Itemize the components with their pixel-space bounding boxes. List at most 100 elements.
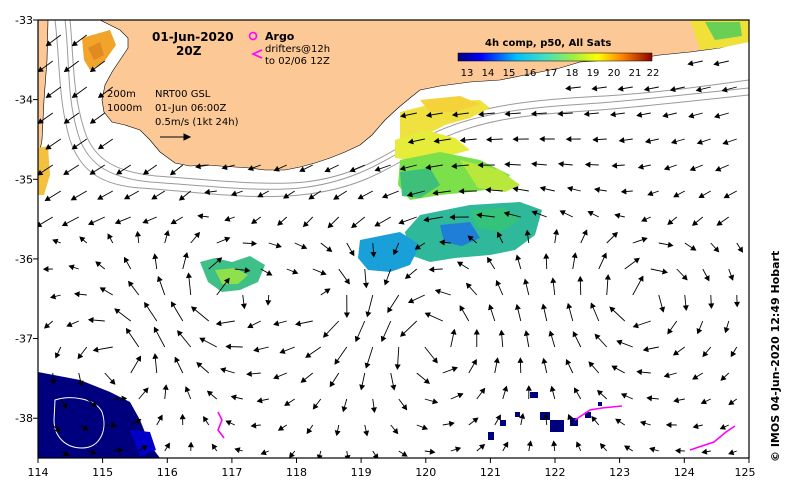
current-arrowhead [541,303,548,310]
current-arrowhead [390,384,397,391]
current-arrowhead [702,350,709,358]
current-arrowhead [541,357,548,364]
current-arrowhead [611,231,618,238]
current-arrowhead [459,137,466,144]
current-arrowhead [663,372,670,379]
y-tick-38: -38 [15,412,33,425]
current-arrowhead [512,136,519,143]
current-arrowhead [502,385,509,392]
current-arrowhead [326,246,333,252]
current-arrowhead [90,449,97,456]
current-arrowhead [324,166,331,173]
current-arrowhead [696,328,703,335]
current-arrowhead [669,86,676,93]
current-arrowhead [549,385,556,392]
x-tick-122: 122 [545,466,566,479]
current-arrowhead [327,222,334,229]
current-arrowhead [567,413,574,421]
current-arrowhead [247,165,254,171]
current-arrowhead [539,185,546,192]
current-arrowhead [456,261,464,268]
current-arrowhead [182,252,189,259]
current-arrowhead [615,418,622,425]
current-arrowhead [515,254,522,261]
current-arrowhead [473,329,480,335]
current-vector-field [38,34,744,458]
current-arrowhead [423,378,430,384]
current-arrowhead [114,218,122,225]
current-arrowhead [428,266,435,273]
x-tick-125: 125 [735,466,756,479]
current-arrowhead [620,393,628,399]
argo-label: Argo [265,30,295,43]
current-arrowhead [299,166,306,172]
current-arrowhead [99,287,106,293]
current-arrowhead [618,137,625,144]
current-arrowhead [63,450,70,457]
current-arrowhead [565,136,572,143]
current-arrowhead [485,186,492,194]
current-arrowhead [97,143,105,150]
current-arrowhead [642,346,649,353]
x-tick-119: 119 [351,466,372,479]
sst-contour-line [53,397,105,449]
current-arrowhead [526,440,533,447]
current-arrowhead [197,213,204,220]
current-arrowhead [95,261,102,268]
current-arrowhead [52,238,59,245]
current-arrowhead [247,322,254,329]
current-arrowhead [295,320,302,327]
current-arrowhead [223,277,230,284]
current-arrowhead [643,85,650,92]
current-arrowhead [592,136,599,143]
current-arrowhead [374,166,381,172]
current-arrowhead [636,111,643,118]
current-arrowhead [687,60,694,67]
current-arrowhead [737,246,744,253]
current-arrowhead [63,169,70,176]
current-arrowhead [152,253,159,260]
current-arrowhead [688,112,695,119]
current-arrowhead [565,358,572,366]
current-arrowhead [38,169,44,176]
current-arrowhead [590,302,596,309]
current-arrowhead [50,379,57,386]
current-arrowhead [531,210,538,217]
current-arrowhead [609,111,616,118]
current-arrowhead [45,92,52,99]
current-arrowhead [43,322,51,329]
current-arrowhead [565,85,571,92]
current-arrowhead [324,288,331,295]
current-arrowhead [519,413,526,420]
current-arrowhead [109,378,116,385]
x-tick-120: 120 [415,466,436,479]
current-arrowhead [620,188,627,195]
current-arrowhead [316,454,323,458]
current-arrowhead [38,221,43,227]
current-arrowhead [467,235,474,242]
current-arrowhead [383,279,390,286]
current-arrowhead [457,392,464,399]
current-arrowhead [689,165,696,172]
current-arrowhead [455,446,462,453]
current-arrowhead [244,267,251,274]
current-arrowhead [723,192,730,199]
current-arrowhead [38,66,44,73]
current-arrowhead [633,257,640,264]
current-arrowhead [221,164,228,171]
current-arrowhead [715,165,722,172]
current-arrowhead [225,343,231,350]
x-tick-124: 124 [674,466,695,479]
current-arrowhead [478,443,486,450]
current-arrowhead [230,190,238,197]
current-arrowhead [594,333,601,340]
colorbar-label-20: 20 [608,68,621,79]
current-arrowhead [194,231,201,239]
current-arrowhead [512,186,519,193]
current-arrowhead [663,164,671,171]
current-arrowhead [539,135,545,143]
current-arrowhead [523,278,530,285]
current-arrowhead [152,353,159,359]
y-tick-34: -34 [15,94,33,107]
current-arrowhead [587,210,594,217]
